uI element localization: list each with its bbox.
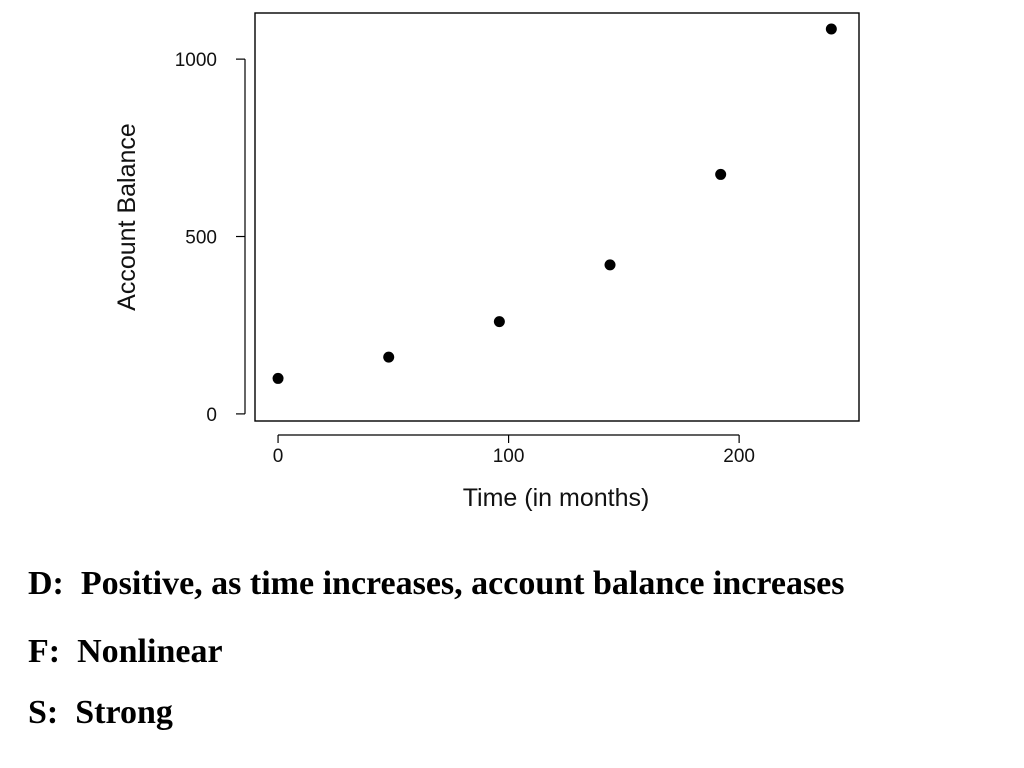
conclusion-direction: D: Positive, as time increases, account …	[28, 565, 845, 602]
scatter-plot: 0 100 200 0 500 1000 Time (in months) Accoun…	[113, 12, 860, 512]
data-point	[493, 316, 505, 328]
plot-frame	[254, 12, 860, 422]
x-tick-label: 100	[493, 446, 525, 467]
data-point	[604, 259, 616, 271]
y-axis: 0 500 1000	[175, 50, 246, 426]
data-point	[272, 372, 284, 384]
y-tick-label: 0	[206, 405, 217, 426]
conclusion-form: F: Nonlinear	[28, 633, 223, 670]
data-point	[383, 351, 395, 363]
data-point	[825, 23, 837, 35]
y-tick-label: 500	[185, 228, 217, 249]
x-axis-title: Time (in months)	[463, 484, 650, 512]
data-points	[272, 23, 837, 384]
x-tick-label: 0	[273, 446, 284, 467]
y-tick-label: 1000	[175, 50, 217, 71]
y-axis-title: Account Balance	[113, 123, 141, 311]
conclusion-strength: S: Strong	[28, 694, 173, 731]
x-axis: 0 100 200	[273, 434, 755, 467]
data-point	[715, 168, 727, 180]
x-tick-label: 200	[723, 446, 755, 467]
